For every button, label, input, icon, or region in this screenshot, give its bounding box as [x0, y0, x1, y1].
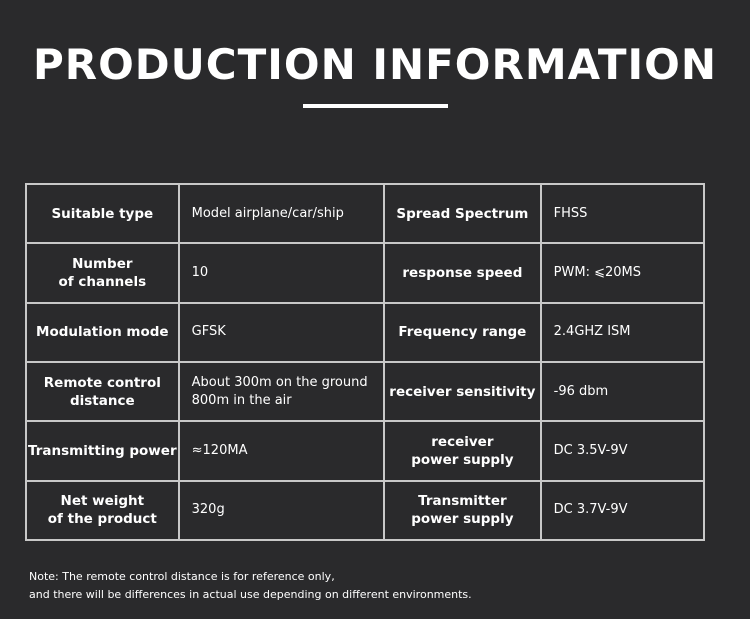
spec-label: Transmitter power supply — [383, 479, 542, 542]
note-line-2: and there will be differences in actual … — [29, 588, 472, 601]
spec-value: DC 3.7V-9V — [539, 479, 706, 542]
note: Note: The remote control distance is for… — [29, 568, 472, 604]
spec-value: About 300m on the ground 800m in the air — [177, 360, 386, 423]
page-title: PRODUCTION INFORMATION — [32, 40, 718, 89]
spec-label: Suitable type — [25, 182, 180, 245]
spec-label: response speed — [383, 242, 542, 304]
spec-value: 320g — [177, 479, 386, 542]
note-line-1: Note: The remote control distance is for… — [29, 570, 335, 583]
table-row: Modulation mode GFSK Frequency range 2.4GHZ… — [25, 301, 706, 363]
table-row: Transmitting power ≈120MA receiver power s… — [25, 420, 706, 482]
spec-label: Spread Spectrum — [383, 182, 542, 245]
spec-label: receiver sensitivity — [383, 360, 542, 423]
spec-label: Remote control distance — [25, 360, 180, 423]
spec-value: FHSS — [539, 182, 706, 245]
table-row: Remote control distance About 300m on the… — [25, 360, 706, 423]
spec-value: -96 dbm — [539, 360, 706, 423]
spec-label: Transmitting power — [25, 420, 180, 482]
spec-label: Modulation mode — [25, 301, 180, 363]
table-row: Suitable type Model airplane/car/ship Spre… — [25, 182, 706, 245]
spec-value: PWM: ⩽20MS — [539, 242, 706, 304]
spec-table: Suitable type Model airplane/car/ship Spre… — [25, 182, 706, 542]
spec-label: receiver power supply — [383, 420, 542, 482]
spec-value: GFSK — [177, 301, 386, 363]
spec-label: Number of channels — [25, 242, 180, 304]
spec-label: Frequency range — [383, 301, 542, 363]
table-row: Number of channels 10 response speed PWM: ⩽… — [25, 242, 706, 304]
spec-value: DC 3.5V-9V — [539, 420, 706, 482]
spec-value: 10 — [177, 242, 386, 304]
spec-value: 2.4GHZ ISM — [539, 301, 706, 363]
spec-value: ≈120MA — [177, 420, 386, 482]
spec-value: Model airplane/car/ship — [177, 182, 386, 245]
spec-label: Net weight of the product — [25, 479, 180, 542]
title-underline — [303, 104, 448, 108]
table-row: Net weight of the product 320g Transmitter… — [25, 479, 706, 542]
